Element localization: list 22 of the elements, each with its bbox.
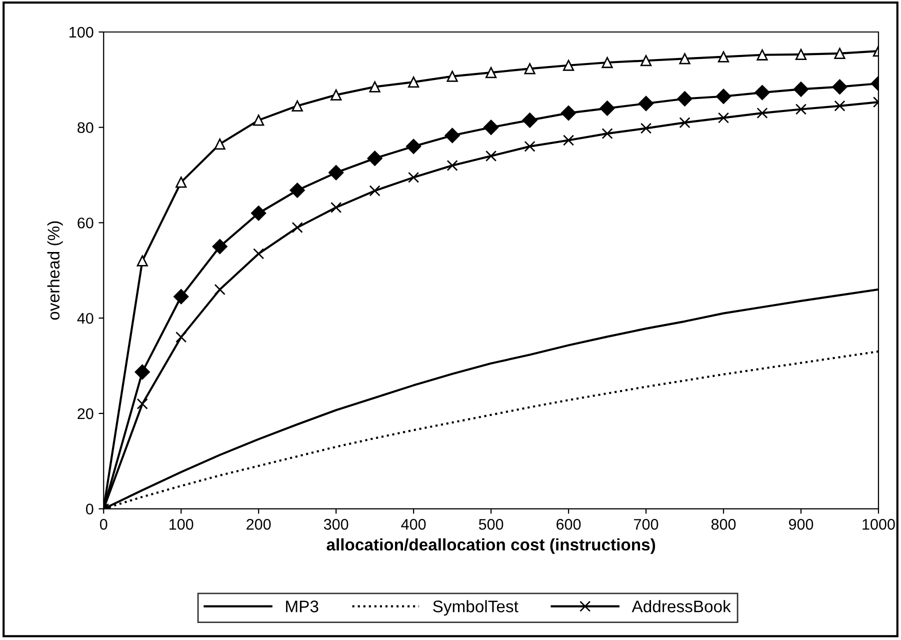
y-tick-label: 80 [78, 122, 94, 134]
x-tick-label: 0 [100, 518, 108, 530]
x-tick-label: 900 [788, 518, 814, 530]
y-tick-label: 20 [78, 408, 94, 420]
y-axis-title: overhead (%) [47, 221, 63, 320]
x-tick-label: 100 [170, 518, 194, 530]
legend-label: SymbolTest [433, 600, 518, 616]
x-axis-title: allocation/deallocation cost (instructions) [326, 538, 656, 554]
x-tick-label: 400 [401, 518, 426, 530]
legend-label: AddressBook [632, 600, 731, 612]
x-tick-label: 1000 [862, 518, 895, 530]
y-tick-label: 60 [78, 218, 94, 228]
x-tick-label: 700 [634, 518, 658, 530]
legend-label: MP3 [286, 600, 318, 612]
y-tick-label: 0 [86, 504, 94, 514]
x-tick-label: 300 [324, 518, 348, 530]
x-tick-label: 500 [478, 518, 504, 530]
x-tick-label: 200 [246, 518, 271, 530]
x-tick-label: 800 [711, 518, 736, 530]
x-tick-label: 600 [556, 518, 581, 530]
y-tick-label: 100 [70, 26, 94, 38]
y-tick-label: 40 [77, 312, 94, 324]
